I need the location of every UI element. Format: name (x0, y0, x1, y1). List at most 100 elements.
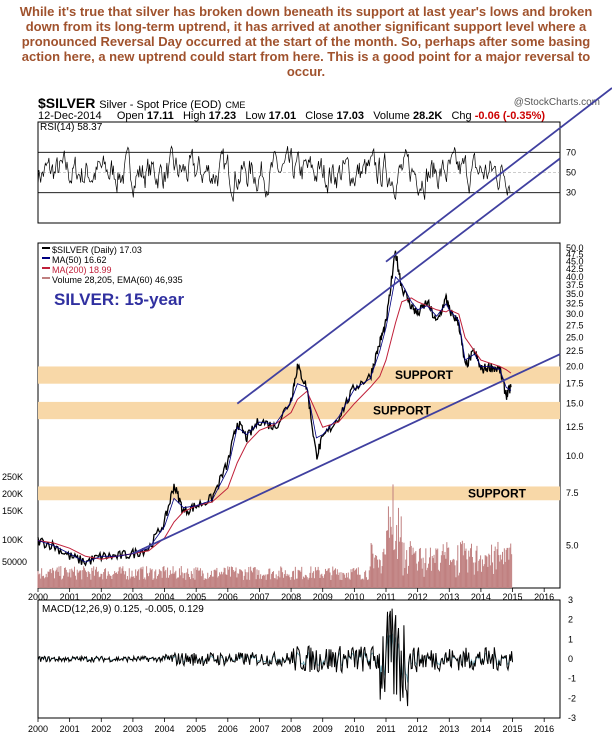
macd-tick-label: -3 (568, 713, 576, 723)
macd-x-tick-label: 2000 (28, 724, 48, 734)
rsi-tick-label: 30 (566, 188, 576, 198)
x-tick-label: 2005 (186, 592, 206, 602)
macd-x-tick-label: 2008 (281, 724, 301, 734)
support-zone-band (38, 401, 560, 420)
price-tick-label: 22.5 (566, 346, 584, 356)
x-tick-label: 2011 (376, 592, 395, 602)
x-tick-label: 2016 (534, 592, 554, 602)
legend-entry: Volume 28,205, EMA(60) 46,935 (52, 275, 183, 285)
price-tick-label: 15.0 (566, 399, 584, 409)
date: 12-Dec-2014 (38, 110, 102, 122)
price-tick-label: 35.0 (566, 289, 584, 299)
macd-x-tick-label: 2007 (249, 724, 269, 734)
legend-swatch (42, 277, 50, 279)
macd-tick-label: 2 (568, 615, 573, 625)
x-tick-label: 2009 (313, 592, 333, 602)
price-line (37, 250, 512, 567)
ma200-line (37, 297, 512, 560)
macd-x-tick-label: 2014 (471, 724, 491, 734)
macd-x-tick-label: 2003 (123, 724, 143, 734)
x-tick-label: 2003 (123, 592, 143, 602)
source-credit: @StockCharts.com (513, 97, 600, 108)
volume-value: 28.2K (412, 110, 443, 122)
chg-label: Chg (451, 110, 472, 122)
rsi-line (37, 145, 511, 202)
support-label: SUPPORT (395, 368, 454, 382)
chart-symbol: $SILVER Silver - Spot Price (EOD) CME (38, 95, 245, 111)
price-tick-label: 37.5 (566, 280, 584, 290)
close-value: 17.03 (336, 110, 365, 122)
trendline (236, 157, 561, 405)
price-tick-label: 40.0 (566, 272, 584, 282)
support-zone-band (38, 486, 560, 501)
price-tick-label: 30.0 (566, 309, 584, 319)
price-tick-label: 27.5 (566, 320, 584, 330)
price-tick-label: 45.0 (566, 257, 584, 267)
legend-entry: MA(200) 18.99 (52, 265, 112, 275)
x-tick-label: 2004 (155, 592, 175, 602)
symbol-text: $SILVER (38, 95, 96, 111)
price-tick-label: 5.0 (566, 541, 579, 551)
macd-x-tick-label: 2012 (408, 724, 428, 734)
price-tick-label: 32.5 (566, 299, 584, 309)
macd-x-tick-label: 2005 (186, 724, 206, 734)
price-tick-label: 17.5 (566, 379, 584, 389)
x-tick-label: 2006 (218, 592, 238, 602)
macd-x-tick-label: 2013 (439, 724, 459, 734)
low-value: 17.01 (268, 110, 297, 122)
rsi-title: RSI(14) 58.37 (40, 122, 103, 133)
volume-tick-label: 150K (2, 506, 23, 516)
legend-entry: MA(50) 16.62 (52, 255, 107, 265)
macd-x-tick-label: 2009 (313, 724, 333, 734)
x-tick-label: 2010 (344, 592, 364, 602)
chg-value: -0.06 (-0.35%) (474, 110, 546, 122)
volume-tick-label: 100K (2, 535, 23, 545)
commentary-text: While it's true that silver has broken d… (19, 4, 593, 79)
legend-swatch (42, 267, 50, 269)
macd-tick-label: -2 (568, 693, 576, 703)
volume-tick-label: 200K (2, 489, 23, 499)
legend-swatch (42, 257, 50, 259)
price-tick-label: 10.0 (566, 451, 584, 461)
support-zone-band (38, 366, 560, 384)
legend-entry: $SILVER (Daily) 17.03 (52, 245, 142, 255)
exchange: CME (225, 100, 246, 110)
low-label: Low (245, 110, 266, 122)
chart-title: SILVER: 15-year (54, 290, 184, 309)
trendline-extension (385, 87, 612, 263)
ohlc-line: 12-Dec-2014 Open 17.11 High 17.23 Low 17… (38, 110, 545, 122)
price-tick-label: 25.0 (566, 333, 584, 343)
x-tick-label: 2001 (60, 592, 80, 602)
high-label: High (182, 110, 206, 122)
volume-tick-label: 50000 (2, 557, 27, 567)
macd-x-tick-label: 2002 (91, 724, 111, 734)
macd-x-tick-label: 2010 (344, 724, 364, 734)
x-tick-label: 2002 (91, 592, 111, 602)
macd-line (37, 608, 513, 707)
support-label: SUPPORT (468, 486, 527, 500)
x-tick-label: 2013 (439, 592, 459, 602)
x-tick-label: 2000 (28, 592, 48, 602)
macd-panel-frame (37, 599, 561, 719)
symbol-name: Silver - Spot Price (EOD) (99, 99, 222, 111)
x-tick-label: 2015 (503, 592, 523, 602)
x-tick-label: 2014 (471, 592, 491, 602)
macd-x-tick-label: 2001 (60, 724, 80, 734)
price-tick-label: 20.0 (566, 361, 584, 371)
macd-tick-label: 0 (568, 654, 573, 664)
macd-tick-label: -1 (568, 674, 576, 684)
support-label: SUPPORT (373, 404, 432, 418)
high-value: 17.23 (208, 110, 237, 122)
price-tick-label: 47.5 (566, 250, 584, 260)
macd-x-tick-label: 2004 (155, 724, 175, 734)
x-tick-label: 2007 (249, 592, 269, 602)
volume-label: Volume (373, 110, 410, 122)
x-tick-label: 2012 (408, 592, 428, 602)
price-tick-label: 12.5 (566, 422, 584, 432)
trendline (132, 353, 561, 555)
macd-tick-label: 3 (568, 595, 573, 605)
price-tick-label: 7.5 (566, 488, 579, 498)
price-tick-label: 42.5 (566, 264, 584, 274)
macd-x-tick-label: 2006 (218, 724, 238, 734)
